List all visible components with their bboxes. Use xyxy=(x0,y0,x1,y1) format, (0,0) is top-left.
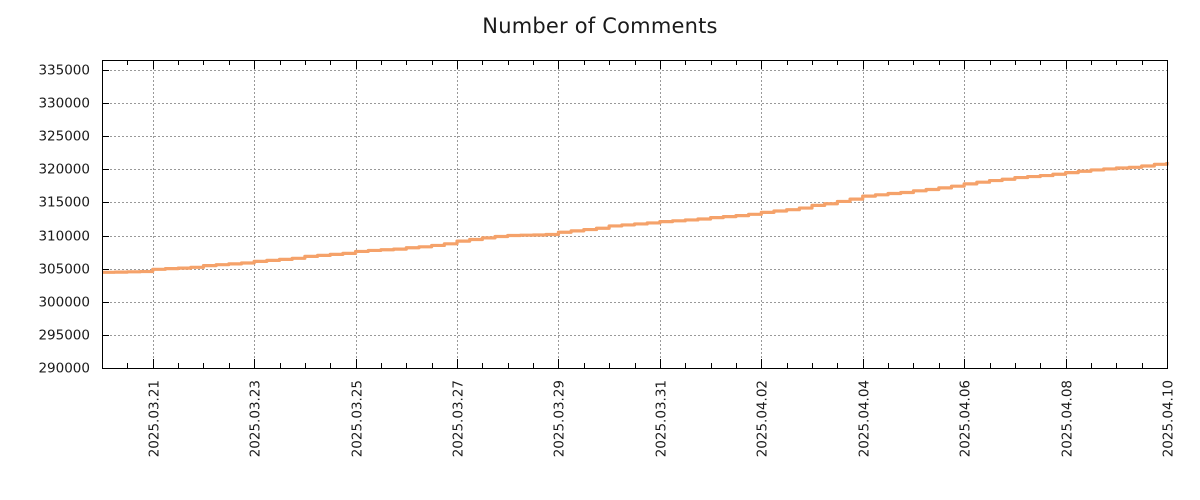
x-tick-label: 2025.03.23 xyxy=(248,380,264,457)
plot-border xyxy=(101,59,1169,370)
y-tick-label: 300000 xyxy=(38,295,90,311)
axis-frame xyxy=(101,59,1169,370)
x-tick-label: 2025.04.08 xyxy=(1060,380,1076,457)
y-tick-label: 305000 xyxy=(38,262,90,278)
x-tick-label: 2025.03.21 xyxy=(147,380,163,457)
x-tick-label: 2025.04.02 xyxy=(755,380,771,457)
y-tick-label: 325000 xyxy=(38,129,90,145)
x-tick-label: 2025.03.25 xyxy=(350,380,366,457)
y-tick-label: 295000 xyxy=(38,328,90,344)
y-tick-label: 320000 xyxy=(38,162,90,178)
x-tick-label: 2025.04.10 xyxy=(1161,380,1177,457)
series-line-number-of-comments xyxy=(102,162,1169,274)
y-tick-label: 335000 xyxy=(38,63,90,79)
gridlines xyxy=(102,60,1168,369)
y-tick-label: 315000 xyxy=(38,195,90,211)
chart-title: Number of Comments xyxy=(482,14,718,38)
data-series-layer xyxy=(102,162,1169,274)
tick-marks xyxy=(101,60,1169,370)
x-tick-label: 2025.04.04 xyxy=(857,380,873,457)
y-tick-label: 330000 xyxy=(38,96,90,112)
x-tick-label: 2025.03.31 xyxy=(654,380,670,457)
x-tick-label: 2025.03.29 xyxy=(552,380,568,457)
y-axis-tick-labels: 290000 295000 300000 305000 310000 315000 3200… xyxy=(38,63,90,377)
x-tick-label: 2025.03.27 xyxy=(451,380,467,457)
x-axis-tick-labels: 2025.03.21 2025.03.23 2025.03.25 2025.03.27… xyxy=(147,380,1177,457)
x-tick-label: 2025.04.06 xyxy=(958,380,974,457)
y-tick-label: 290000 xyxy=(38,361,90,377)
y-tick-label: 310000 xyxy=(38,229,90,245)
